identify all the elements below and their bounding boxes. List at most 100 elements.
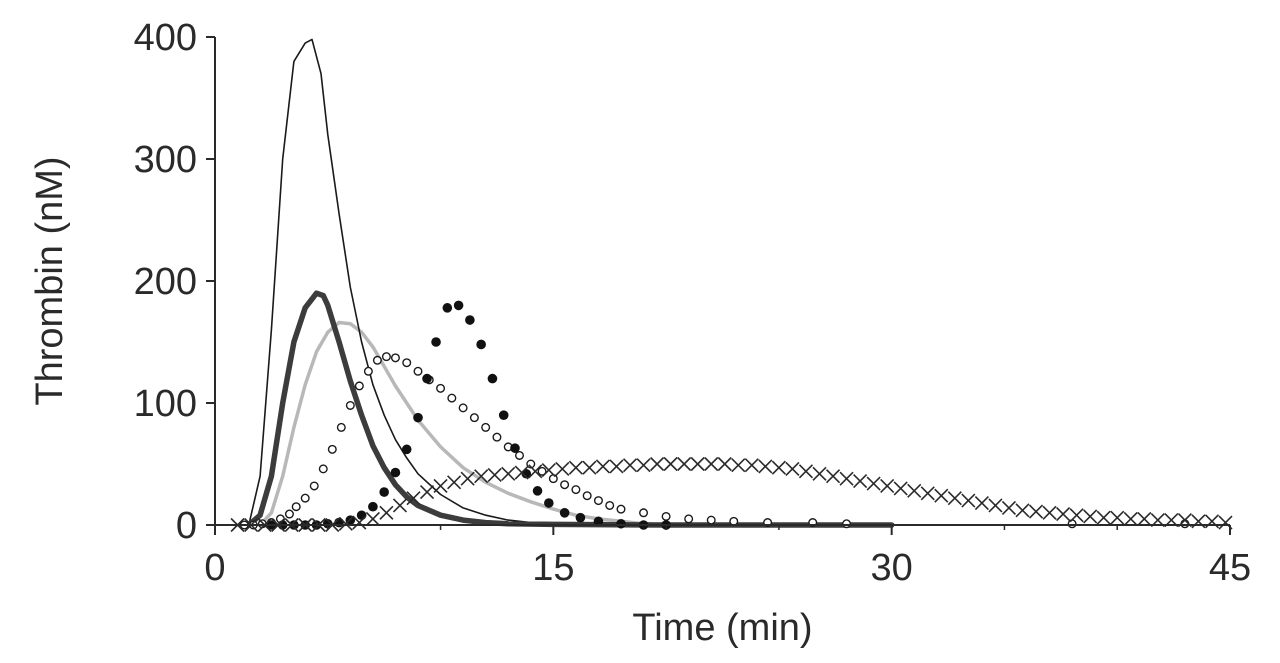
open-circle-point xyxy=(402,358,412,368)
cross-stroke xyxy=(988,498,1003,513)
x-tick-label: 0 xyxy=(204,547,225,589)
filled-circle-point xyxy=(465,315,475,325)
cross-stroke xyxy=(474,469,489,484)
cross-stroke xyxy=(338,516,353,531)
cross-point xyxy=(447,475,462,490)
cross-stroke xyxy=(893,481,908,496)
cross-point xyxy=(528,464,543,479)
cross-point xyxy=(839,471,854,486)
series-line-thick-dark-line xyxy=(246,290,895,528)
axes-layer xyxy=(214,37,1230,526)
cross-point xyxy=(744,458,759,473)
series-layer xyxy=(230,38,1233,533)
cross-stroke xyxy=(907,483,922,498)
open-circle-point xyxy=(436,383,446,393)
open-circle-point xyxy=(345,400,355,410)
open-circle-point xyxy=(284,509,294,519)
cross-stroke xyxy=(1028,504,1044,519)
filled-circle-point xyxy=(453,300,464,311)
cross-stroke xyxy=(866,476,881,491)
series-thin-black-line xyxy=(248,38,622,526)
x-tick-label: 30 xyxy=(871,547,913,589)
cross-stroke xyxy=(568,460,583,475)
y-tick-label: 200 xyxy=(134,261,197,303)
cross-stroke xyxy=(622,458,638,473)
cross-point xyxy=(704,456,719,472)
series-line-gray-line xyxy=(258,320,668,527)
open-circle-point xyxy=(372,355,382,365)
cross-point xyxy=(893,481,908,496)
cross-stroke xyxy=(1123,511,1138,526)
cross-point xyxy=(866,476,881,491)
cross-stroke xyxy=(758,459,773,474)
open-circle-point xyxy=(458,403,468,413)
open-circle-point xyxy=(309,481,319,491)
cross-point xyxy=(406,491,421,506)
open-circle-point xyxy=(413,366,423,376)
filled-circle-point xyxy=(575,512,586,523)
cross-stroke xyxy=(433,478,448,494)
filled-circle-point xyxy=(390,467,401,478)
open-circle-point xyxy=(537,466,547,476)
open-circle-point xyxy=(515,450,525,460)
cross-point xyxy=(541,463,556,478)
cross-point xyxy=(392,498,408,513)
cross-point xyxy=(1015,503,1030,518)
cross-stroke xyxy=(717,456,732,472)
open-circle-point xyxy=(481,422,491,432)
cross-point xyxy=(1110,510,1125,525)
cross-point xyxy=(907,483,922,498)
series-gray-line xyxy=(258,320,668,527)
cross-stroke xyxy=(528,464,543,479)
cross-stroke xyxy=(636,458,651,473)
cross-point xyxy=(474,469,489,484)
cross-stroke xyxy=(419,484,435,500)
y-tick-label: 400 xyxy=(134,17,197,59)
cross-point xyxy=(731,458,746,473)
open-circle-point xyxy=(291,502,301,512)
open-circle-point xyxy=(639,508,649,518)
open-circle-point xyxy=(582,491,592,501)
open-circle-point xyxy=(571,485,581,495)
cross-stroke xyxy=(650,456,665,472)
cross-stroke xyxy=(677,456,692,472)
cross-stroke xyxy=(839,471,854,486)
open-circle-point xyxy=(1067,519,1077,529)
cross-point xyxy=(1096,510,1111,525)
cross-point xyxy=(798,464,814,479)
open-circle-point xyxy=(548,474,558,484)
cross-stroke xyxy=(663,456,678,472)
cross-point xyxy=(460,471,475,486)
filled-circle-point xyxy=(559,508,570,518)
y-tick-label: 100 xyxy=(134,383,197,425)
open-circle-point xyxy=(354,381,364,391)
series-open-circles xyxy=(239,352,1190,530)
open-circle-point xyxy=(593,496,603,506)
cross-point xyxy=(352,515,367,530)
filled-circle-point xyxy=(401,444,412,455)
cross-point xyxy=(880,478,895,494)
series-line-thin-black-line xyxy=(248,38,622,526)
cross-stroke xyxy=(744,458,759,473)
filled-circle-point xyxy=(442,303,453,313)
open-circle-point xyxy=(336,422,346,432)
cross-stroke xyxy=(1218,515,1233,530)
cross-point xyxy=(758,459,773,474)
cross-point xyxy=(1056,506,1071,522)
open-circle-point xyxy=(684,514,694,524)
filled-circle-point xyxy=(422,373,432,384)
cross-stroke xyxy=(609,459,624,474)
filled-circle-point xyxy=(616,518,626,529)
cross-point xyxy=(1137,511,1152,526)
open-circle-point xyxy=(318,464,328,474)
cross-point xyxy=(690,456,705,472)
cross-stroke xyxy=(785,461,800,476)
cross-stroke xyxy=(555,461,570,476)
filled-circle-point xyxy=(379,487,389,497)
open-circle-point xyxy=(560,480,570,490)
cross-stroke xyxy=(961,493,976,508)
x-tick-label: 15 xyxy=(532,547,574,589)
cross-stroke xyxy=(514,465,529,480)
cross-point xyxy=(771,460,786,475)
cross-point xyxy=(1083,509,1098,524)
